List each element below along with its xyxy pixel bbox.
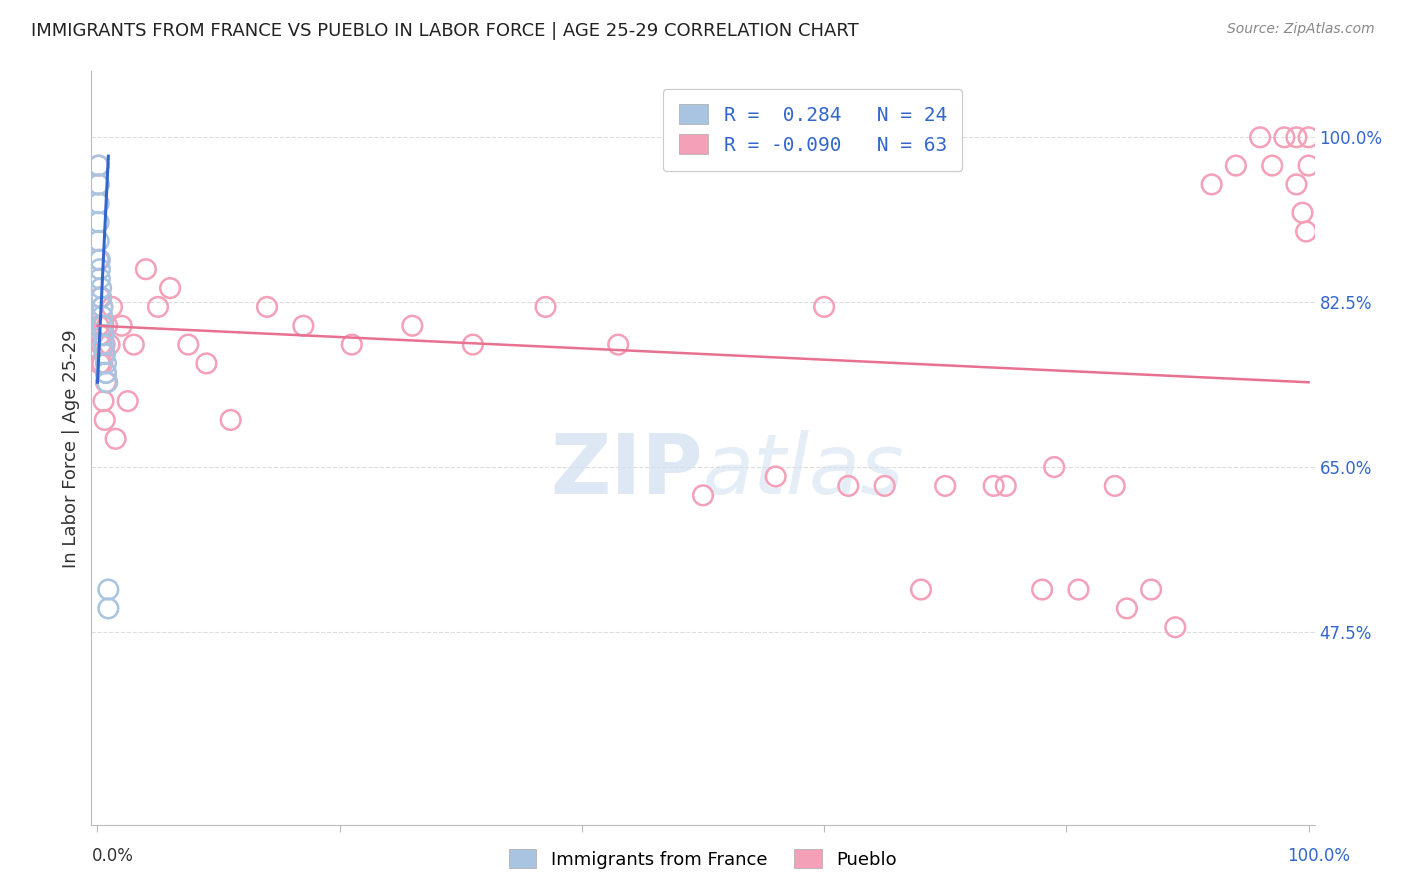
Point [159, 281, 181, 295]
Point [90, 281, 112, 295]
Point [93, 328, 115, 343]
Point [87, 178, 110, 192]
Point [93, 413, 115, 427]
Point [1043, 460, 1066, 475]
Point [837, 479, 859, 493]
Point [87, 159, 110, 173]
Point [910, 582, 932, 597]
Text: Source: ZipAtlas.com: Source: ZipAtlas.com [1227, 22, 1375, 37]
Point [89, 252, 111, 267]
Point [1295, 225, 1317, 239]
Point [89, 356, 111, 370]
Point [91, 300, 114, 314]
Point [87, 159, 110, 173]
Point [93, 347, 115, 361]
Point [256, 300, 278, 314]
Point [93, 328, 115, 343]
Point [94, 356, 117, 370]
Legend: Immigrants from France, Pueblo: Immigrants from France, Pueblo [502, 842, 904, 876]
Text: atlas: atlas [703, 430, 904, 511]
Point [93, 347, 115, 361]
Point [692, 488, 714, 502]
Point [934, 479, 956, 493]
Point [1164, 620, 1187, 634]
Point [219, 413, 242, 427]
Legend: R =  0.284   N = 24, R = -0.090   N = 63: R = 0.284 N = 24, R = -0.090 N = 63 [664, 88, 962, 170]
Point [461, 337, 484, 351]
Point [607, 337, 630, 351]
Point [1272, 130, 1295, 145]
Point [1031, 582, 1053, 597]
Point [873, 479, 896, 493]
Point [1298, 130, 1320, 145]
Point [1104, 479, 1126, 493]
Point [1225, 159, 1247, 173]
Point [89, 328, 111, 343]
Point [1298, 159, 1320, 173]
Point [91, 310, 114, 324]
Point [534, 300, 557, 314]
Point [87, 178, 110, 192]
Point [94, 366, 117, 380]
Point [122, 337, 145, 351]
Point [1201, 178, 1223, 192]
Point [90, 291, 112, 305]
Point [96, 376, 118, 390]
Point [97, 582, 120, 597]
Point [97, 601, 120, 615]
Point [94, 366, 117, 380]
Point [104, 432, 127, 446]
Point [91, 318, 114, 333]
Point [765, 469, 787, 483]
Point [292, 318, 315, 333]
Point [1285, 130, 1308, 145]
Point [89, 271, 111, 285]
Point [1140, 582, 1163, 597]
Point [94, 376, 117, 390]
Point [111, 318, 134, 333]
Text: 0.0%: 0.0% [91, 847, 134, 865]
Point [93, 318, 115, 333]
Point [96, 318, 118, 333]
Point [101, 300, 124, 314]
Text: 100.0%: 100.0% [1286, 847, 1350, 865]
Text: ZIP: ZIP [551, 430, 703, 511]
Point [87, 318, 110, 333]
Point [195, 356, 218, 370]
Point [90, 337, 112, 351]
Point [1261, 159, 1284, 173]
Point [1067, 582, 1090, 597]
Point [93, 337, 115, 351]
Point [1115, 601, 1137, 615]
Y-axis label: In Labor Force | Age 25-29: In Labor Force | Age 25-29 [62, 329, 80, 567]
Point [340, 337, 363, 351]
Point [177, 337, 200, 351]
Point [401, 318, 423, 333]
Point [994, 479, 1017, 493]
Point [87, 196, 110, 211]
Point [87, 215, 110, 229]
Point [90, 291, 112, 305]
Point [1249, 130, 1271, 145]
Point [983, 479, 1005, 493]
Point [1291, 205, 1313, 219]
Point [135, 262, 157, 277]
Point [87, 234, 110, 248]
Point [93, 337, 115, 351]
Point [117, 394, 139, 409]
Point [98, 337, 121, 351]
Point [93, 394, 115, 409]
Text: IMMIGRANTS FROM FRANCE VS PUEBLO IN LABOR FORCE | AGE 25-29 CORRELATION CHART: IMMIGRANTS FROM FRANCE VS PUEBLO IN LABO… [31, 22, 859, 40]
Point [91, 356, 114, 370]
Point [87, 252, 110, 267]
Point [89, 291, 111, 305]
Point [1285, 178, 1308, 192]
Point [89, 262, 111, 277]
Point [146, 300, 169, 314]
Point [813, 300, 835, 314]
Point [91, 300, 114, 314]
